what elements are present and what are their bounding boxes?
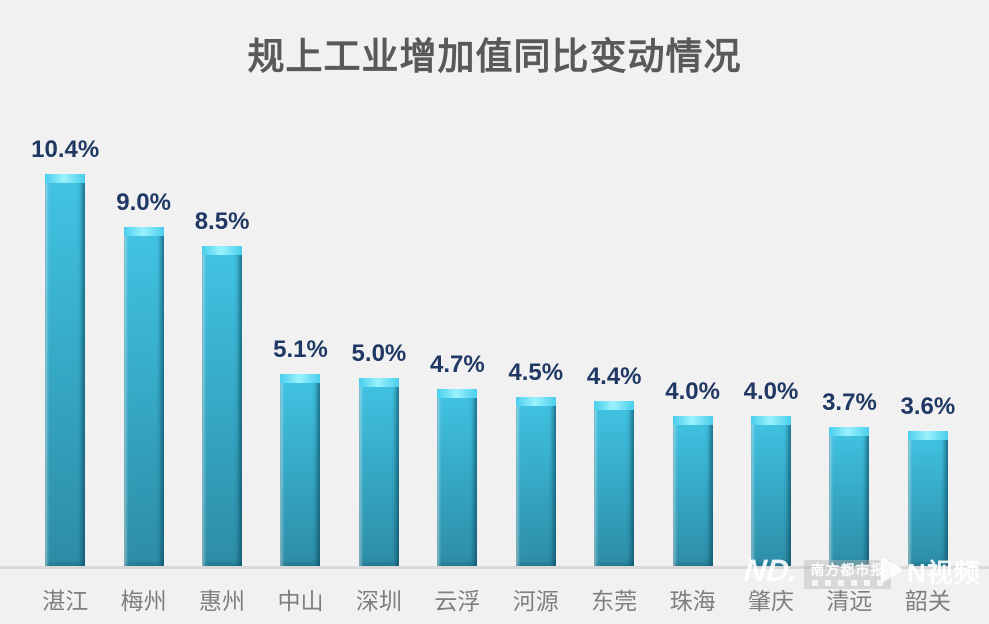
- bar-column: 3.7%: [810, 67, 888, 567]
- bar-value-label: 4.5%: [508, 359, 564, 386]
- x-axis-label: 梅州: [120, 588, 167, 614]
- bar-column: 4.0%: [653, 67, 731, 567]
- x-axis-label: 韶关: [904, 588, 951, 614]
- bar-value-label: 5.1%: [273, 336, 328, 363]
- bar-column: 3.6%: [889, 67, 967, 567]
- x-axis-line: [0, 566, 989, 569]
- x-axis-label: 珠海: [669, 588, 716, 614]
- bar: [358, 378, 399, 567]
- bar-value-label: 10.4%: [31, 136, 100, 163]
- bar-value-label: 5.0%: [351, 340, 407, 367]
- paper-badge-label: 南方都市报: [810, 562, 886, 578]
- x-axis-label: 深圳: [355, 588, 402, 614]
- bar-value-label: 4.7%: [429, 351, 485, 378]
- plot-area: 10.4% 9.0% 8.5% 5.1% 5.0% 4.7% 4.5% 4.4% 4.0% 4.0…: [26, 67, 967, 567]
- x-axis-label: 中山: [277, 588, 324, 614]
- play-icon: [876, 556, 904, 588]
- bar-column: 5.1%: [261, 67, 339, 567]
- bar: [751, 416, 791, 567]
- bar: [280, 374, 321, 567]
- nvideo-watermark: N视频: [876, 553, 981, 590]
- bar-column: 5.0%: [340, 67, 418, 567]
- nd-watermark: ND. 南方都市报: [742, 553, 892, 589]
- bar-value-label: 4.0%: [743, 378, 799, 405]
- bar-value-label: 8.5%: [194, 208, 250, 235]
- bar-column: 10.4%: [26, 67, 104, 567]
- x-axis-label: 东莞: [591, 588, 638, 614]
- x-axis-label: 云浮: [434, 588, 481, 614]
- bar-value-label: 9.0%: [116, 189, 171, 216]
- bar-column: 4.0%: [732, 67, 810, 567]
- x-axis-label: 清远: [826, 588, 873, 614]
- x-axis-label: 肇庆: [748, 588, 794, 614]
- bar-column: 9.0%: [104, 67, 182, 567]
- page-title: 规上工业增加值同比变动情况: [247, 36, 742, 77]
- x-axis-label: 河源: [512, 588, 559, 614]
- bar: [202, 246, 243, 567]
- bar: [515, 397, 556, 567]
- bar: [672, 416, 713, 567]
- bar-value-label: 4.4%: [586, 363, 642, 390]
- bar: [45, 174, 86, 567]
- x-labels: 湛江 梅州 惠州 中山 深圳 云浮 河源 东莞 珠海 肇庆 清远 韶关: [26, 582, 967, 616]
- paper-badge-dots: [810, 580, 885, 586]
- nvideo-label: N视频: [907, 558, 981, 588]
- x-axis-label: 惠州: [199, 588, 246, 614]
- bar-value-label: 3.7%: [822, 389, 877, 416]
- x-axis-label: 湛江: [42, 588, 89, 614]
- bar: [123, 227, 164, 567]
- bar-column: 4.4%: [575, 67, 653, 567]
- bar: [594, 401, 635, 567]
- bar-value-label: 4.0%: [665, 378, 720, 405]
- paper-badge: 南方都市报: [804, 560, 892, 589]
- bar: [829, 427, 870, 567]
- bar-column: 8.5%: [183, 67, 261, 567]
- bar-column: 4.7%: [418, 67, 496, 567]
- bar: [907, 431, 948, 567]
- bar: [437, 389, 478, 567]
- nd-logo: ND.: [742, 553, 800, 588]
- bar-value-label: 3.6%: [900, 393, 956, 420]
- bar-column: 4.5%: [497, 67, 575, 567]
